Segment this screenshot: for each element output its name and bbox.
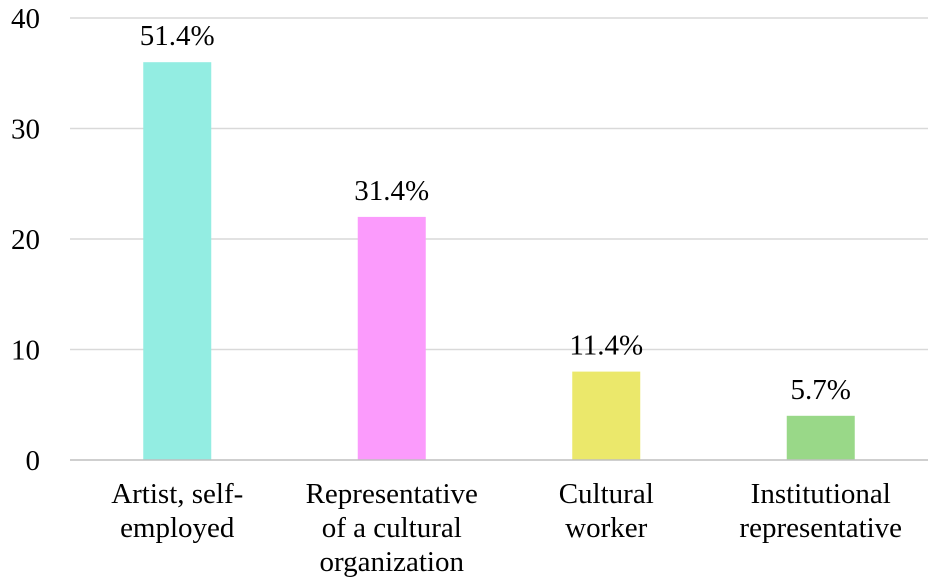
x-axis-categories: Artist, self-employed Representative of a … bbox=[111, 478, 902, 578]
data-label: 5.7% bbox=[791, 374, 851, 406]
bar bbox=[786, 415, 855, 460]
bar bbox=[572, 371, 641, 460]
bars bbox=[143, 62, 855, 460]
x-category-label: Representative of a cultural organization bbox=[306, 478, 478, 578]
y-tick-label: 10 bbox=[11, 335, 40, 367]
y-axis-ticks: 0 10 20 30 40 bbox=[11, 3, 40, 477]
y-tick-label: 20 bbox=[11, 224, 40, 256]
x-category-label-line: of a cultural bbox=[322, 512, 462, 544]
x-category-label-line: worker bbox=[565, 512, 647, 544]
bar bbox=[143, 62, 212, 460]
x-category-label-line: organization bbox=[320, 546, 465, 578]
x-category-label-line: employed bbox=[120, 512, 235, 544]
x-category-label: Institutional representative bbox=[739, 478, 902, 544]
data-labels: 51.4% 31.4% 11.4% 5.7% bbox=[140, 20, 851, 406]
data-label: 51.4% bbox=[140, 20, 215, 52]
data-label: 31.4% bbox=[354, 175, 429, 207]
y-tick-label: 40 bbox=[11, 3, 40, 35]
x-category-label-line: Institutional bbox=[751, 478, 891, 510]
data-label: 11.4% bbox=[569, 330, 643, 362]
y-tick-label: 0 bbox=[26, 445, 41, 477]
gridlines bbox=[70, 17, 928, 351]
x-category-label: Artist, self-employed bbox=[111, 478, 243, 544]
y-tick-label: 30 bbox=[11, 114, 40, 146]
x-category-label-line: Representative bbox=[306, 478, 478, 510]
bar bbox=[357, 216, 426, 460]
x-category-label-line: representative bbox=[739, 512, 902, 544]
x-category-label-line: Cultural bbox=[559, 478, 654, 510]
x-category-label-line: Artist, self- bbox=[111, 478, 243, 510]
x-category-label: Cultural worker bbox=[559, 478, 654, 544]
